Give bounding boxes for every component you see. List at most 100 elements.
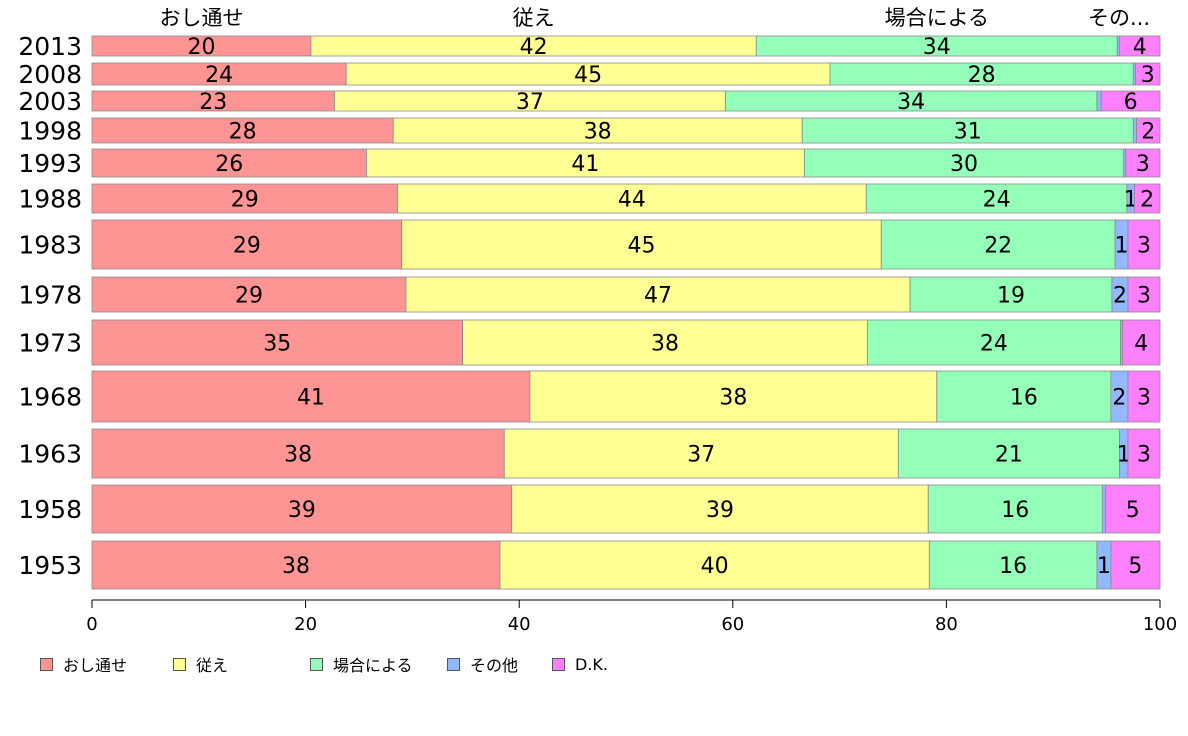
bar-segment — [1127, 276, 1161, 313]
data-label: 1 — [1115, 234, 1129, 259]
data-label: 4 — [1134, 332, 1148, 357]
data-label: 19 — [997, 284, 1025, 309]
bar-segment — [91, 319, 463, 366]
legend-swatch — [310, 657, 323, 671]
bar-segment — [91, 428, 505, 479]
legend-swatch — [40, 657, 53, 671]
bar-segment — [91, 484, 513, 534]
column-header: 従え — [513, 6, 555, 30]
legend-swatch — [447, 657, 460, 671]
data-label: 16 — [1001, 498, 1029, 523]
data-label: 16 — [1010, 386, 1038, 411]
column-header: 場合による — [885, 6, 989, 30]
bar-segment — [1096, 90, 1102, 112]
data-label: 40 — [701, 554, 729, 579]
data-label: 38 — [282, 554, 310, 579]
legend-item: 従え — [173, 652, 310, 676]
data-label: 4 — [1133, 35, 1147, 60]
bar-segment — [909, 276, 1113, 313]
x-tick-label: 0 — [86, 614, 97, 635]
data-label: 1 — [1097, 554, 1111, 579]
bar-segment — [1127, 370, 1161, 423]
data-label: 2 — [1113, 284, 1127, 309]
data-label: 3 — [1141, 63, 1155, 88]
legend-label: おし通せ — [63, 656, 128, 675]
bar-segment — [1110, 540, 1161, 590]
x-tick-label: 100 — [1143, 614, 1177, 635]
data-label: 37 — [516, 90, 544, 115]
data-label: 38 — [584, 120, 612, 145]
category-label: 1998 — [18, 117, 82, 146]
data-label: 44 — [618, 188, 646, 213]
column-header: おし通せ — [159, 6, 243, 30]
data-label: 3 — [1137, 284, 1151, 309]
data-label: 3 — [1137, 386, 1151, 411]
data-label: 38 — [284, 443, 312, 468]
category-label: 1963 — [18, 440, 82, 469]
bar-segment — [897, 428, 1120, 479]
data-label: 41 — [297, 386, 325, 411]
x-tick-label: 80 — [935, 614, 958, 635]
data-label: 39 — [706, 498, 734, 523]
bar-segment — [801, 117, 1134, 144]
data-label: 3 — [1137, 443, 1151, 468]
bar-segment — [865, 183, 1128, 214]
bar-segment — [1122, 319, 1161, 366]
bar-segment — [803, 148, 1125, 178]
legend-label: 従え — [196, 656, 229, 675]
legend-label: D.K. — [575, 654, 608, 674]
bar-segment — [936, 370, 1112, 423]
data-label: 45 — [627, 234, 655, 259]
data-label: 21 — [995, 443, 1023, 468]
legend-item: おし通せ — [40, 652, 173, 676]
data-label: 29 — [233, 234, 261, 259]
data-label: 26 — [215, 152, 243, 177]
data-label: 28 — [229, 120, 257, 145]
data-label: 34 — [923, 35, 951, 60]
x-tick-label: 40 — [508, 614, 531, 635]
bar-segment — [880, 219, 1116, 270]
data-label: 35 — [263, 332, 291, 357]
category-label: 2008 — [18, 60, 82, 89]
data-label: 29 — [231, 188, 259, 213]
bar-segment — [1125, 148, 1161, 178]
bar-segment — [927, 484, 1103, 534]
category-label: 1993 — [18, 149, 82, 178]
data-label: 23 — [199, 90, 227, 115]
data-label: 24 — [980, 332, 1008, 357]
data-label: 37 — [687, 443, 715, 468]
bar-segment — [1127, 219, 1161, 270]
bar-segment — [529, 370, 938, 423]
data-label: 31 — [954, 120, 982, 145]
data-label: 3 — [1136, 152, 1150, 177]
bar-segment — [91, 276, 407, 313]
bar-segment — [1135, 62, 1161, 86]
data-label: 2 — [1112, 386, 1126, 411]
data-label: 5 — [1126, 498, 1140, 523]
data-label: 3 — [1137, 234, 1151, 259]
bar-segment — [91, 370, 531, 423]
bar-segment — [91, 540, 501, 590]
bar-segment — [91, 117, 394, 144]
category-label: 1978 — [18, 281, 82, 310]
data-label: 2 — [1141, 120, 1155, 145]
data-label: 22 — [984, 234, 1012, 259]
data-label: 20 — [187, 35, 215, 60]
data-label: 30 — [950, 152, 978, 177]
data-label: 39 — [288, 498, 316, 523]
legend-item: その他 — [447, 652, 552, 676]
category-label: 1988 — [18, 185, 82, 214]
data-label: 2 — [1140, 188, 1154, 213]
data-label: 29 — [235, 284, 263, 309]
data-label: 45 — [574, 63, 602, 88]
data-label: 24 — [205, 63, 233, 88]
bar-segment — [1132, 117, 1137, 144]
data-label: 24 — [983, 188, 1011, 213]
column-header: その... — [1088, 6, 1150, 30]
legend-item: D.K. — [552, 655, 642, 674]
legend-label: 場合による — [333, 656, 413, 675]
bar-segment — [1133, 183, 1161, 214]
bar-segment — [1136, 117, 1161, 144]
